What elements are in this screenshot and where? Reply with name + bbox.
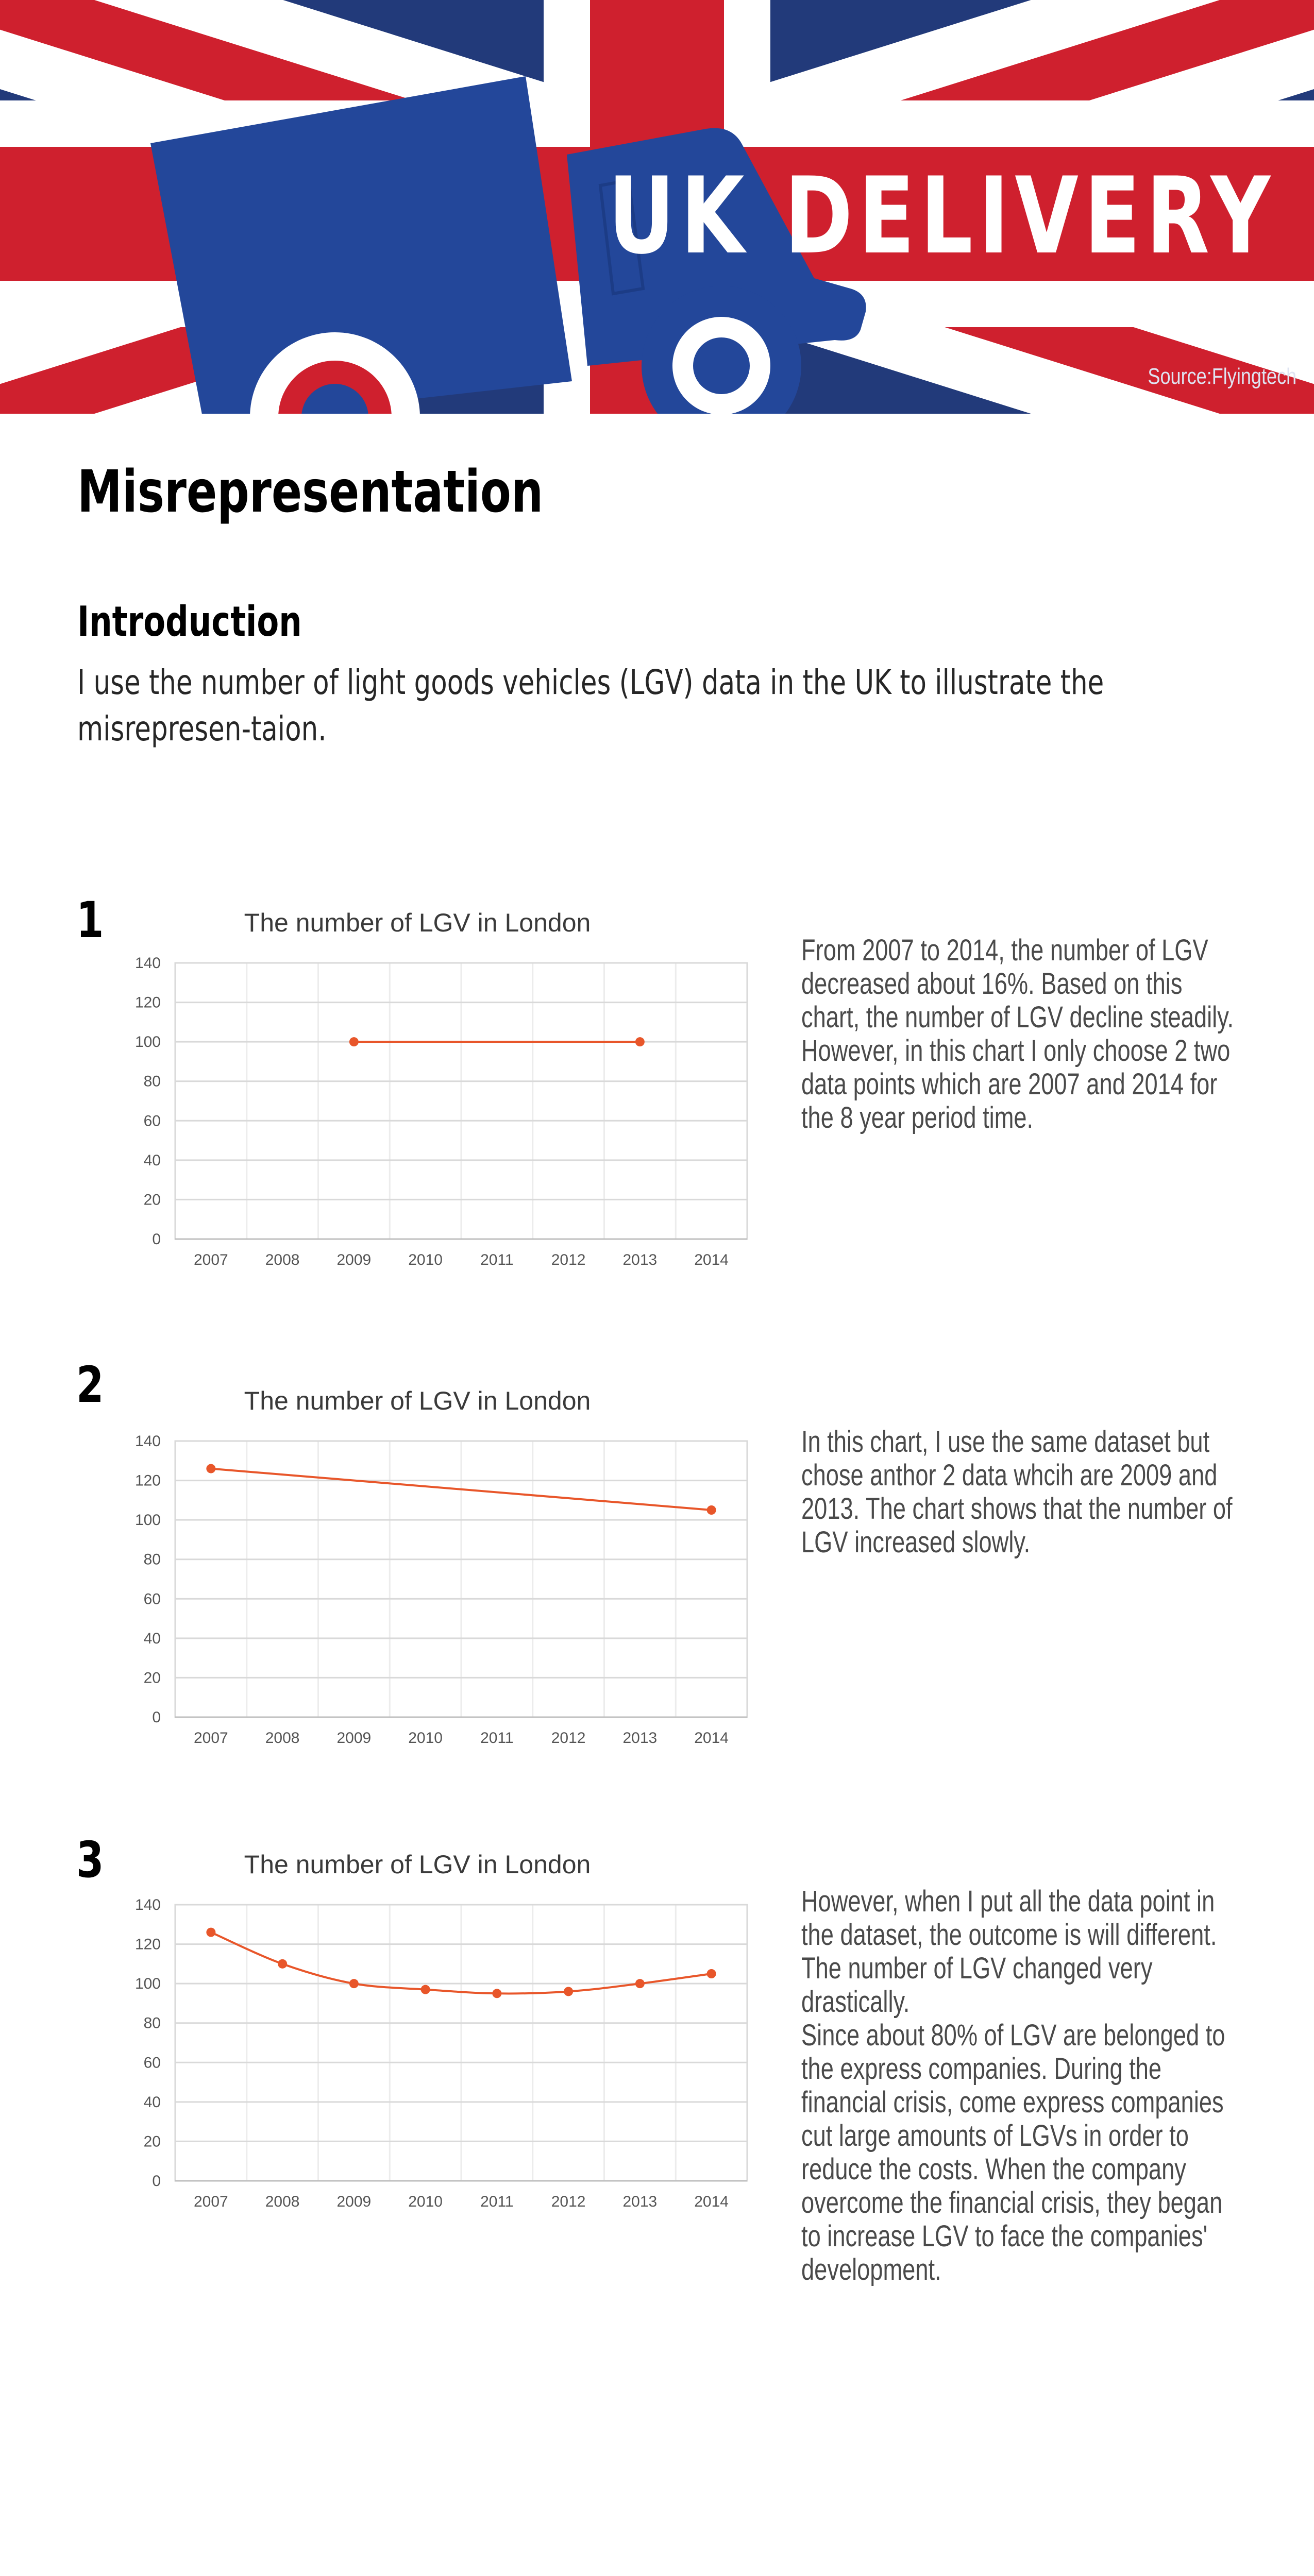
data-point bbox=[564, 1987, 574, 1996]
data-point bbox=[706, 1969, 716, 1978]
y-tick-label: 60 bbox=[144, 1590, 161, 1607]
data-point bbox=[706, 1505, 716, 1515]
y-tick-label: 40 bbox=[144, 1152, 161, 1169]
y-tick-label: 80 bbox=[144, 1073, 161, 1090]
y-tick-label: 140 bbox=[135, 955, 161, 972]
y-tick-label: 120 bbox=[135, 1472, 161, 1489]
y-tick-label: 120 bbox=[135, 1936, 161, 1953]
y-tick-label: 40 bbox=[144, 1630, 161, 1647]
section-1-paragraph-2: However, in this chart I only choose 2 t… bbox=[801, 1034, 1231, 1134]
series-line bbox=[211, 1467, 712, 1511]
y-tick-label: 40 bbox=[144, 2094, 161, 2111]
x-tick-label: 2011 bbox=[480, 1730, 514, 1747]
y-tick-label: 80 bbox=[144, 1551, 161, 1568]
x-tick-label: 2012 bbox=[551, 2193, 586, 2210]
data-point bbox=[206, 1464, 216, 1473]
data-point bbox=[206, 1927, 216, 1937]
chart-2-title: The number of LGV in London bbox=[244, 1386, 591, 1415]
section-2-description: In this chart, I use the same dataset bu… bbox=[801, 1425, 1243, 1559]
union-flag-graphic bbox=[0, 0, 1314, 414]
section-3-paragraph-1: However, when I put all the data point i… bbox=[801, 1885, 1217, 2019]
y-tick-label: 0 bbox=[152, 1709, 161, 1726]
data-point bbox=[420, 1985, 430, 1994]
x-tick-label: 2007 bbox=[194, 1730, 228, 1747]
section-number-3: 3 bbox=[76, 1831, 104, 1889]
data-point bbox=[278, 1959, 288, 1969]
introduction-heading: Introduction bbox=[77, 598, 302, 646]
y-tick-label: 100 bbox=[135, 1512, 161, 1529]
chart-3-line-chart: 0 20 40 60 80 100 120 140 2007 2008 2009 2010 2011 20… bbox=[135, 1896, 748, 2210]
y-tick-label: 20 bbox=[144, 1191, 161, 1208]
data-point bbox=[349, 1037, 359, 1047]
section-number-1: 1 bbox=[76, 891, 104, 949]
y-tick-label: 140 bbox=[135, 1433, 161, 1450]
x-tick-label: 2007 bbox=[194, 2193, 228, 2210]
x-tick-label: 2010 bbox=[408, 2193, 443, 2210]
page-title: Misrepresentation bbox=[77, 459, 544, 526]
chart-1-title: The number of LGV in London bbox=[244, 908, 591, 937]
x-tick-label: 2012 bbox=[551, 1730, 586, 1747]
x-tick-label: 2013 bbox=[623, 1730, 658, 1747]
section-2-paragraph-1: In this chart, I use the same dataset bu… bbox=[801, 1425, 1233, 1559]
banner-title: UK DELIVERY bbox=[608, 155, 1276, 278]
y-tick-label: 20 bbox=[144, 1669, 161, 1686]
y-tick-label: 100 bbox=[135, 1033, 161, 1050]
x-tick-label: 2014 bbox=[694, 1251, 729, 1268]
x-tick-label: 2014 bbox=[694, 2193, 729, 2210]
chart-1-line-chart: 0 20 40 60 80 100 120 140 2007 2008 2009 2010 2011 20… bbox=[135, 955, 748, 1268]
y-tick-label: 20 bbox=[144, 2133, 161, 2150]
y-tick-label: 0 bbox=[152, 1231, 161, 1248]
x-tick-label: 2008 bbox=[265, 2193, 300, 2210]
section-1-description: From 2007 to 2014, the number of LGV dec… bbox=[801, 934, 1243, 1134]
data-point bbox=[349, 1979, 359, 1989]
y-tick-label: 0 bbox=[152, 2173, 161, 2190]
x-tick-label: 2008 bbox=[265, 1251, 300, 1268]
section-1-paragraph-1: From 2007 to 2014, the number of LGV dec… bbox=[801, 934, 1234, 1034]
y-tick-label: 100 bbox=[135, 1975, 161, 1992]
section-number-2: 2 bbox=[76, 1356, 104, 1414]
x-tick-label: 2009 bbox=[337, 1251, 372, 1268]
y-tick-label: 60 bbox=[144, 1112, 161, 1129]
chart-3-title: The number of LGV in London bbox=[244, 1850, 591, 1879]
x-tick-label: 2013 bbox=[623, 2193, 658, 2210]
y-tick-label: 80 bbox=[144, 2015, 161, 2032]
header-banner: UK DELIVERY Source:Flyingtech bbox=[0, 0, 1314, 414]
image-source-credit: Source:Flyingtech bbox=[1148, 364, 1296, 389]
y-tick-label: 120 bbox=[135, 994, 161, 1011]
x-tick-label: 2013 bbox=[623, 1251, 658, 1268]
chart-2-line-chart: 0 20 40 60 80 100 120 140 2007 2008 2009 2010 2011 20… bbox=[135, 1433, 748, 1747]
y-tick-label: 60 bbox=[144, 2054, 161, 2071]
x-tick-label: 2009 bbox=[337, 1730, 372, 1747]
x-tick-label: 2010 bbox=[408, 1730, 443, 1747]
data-point bbox=[492, 1989, 502, 1998]
section-3-paragraph-2: Since about 80% of LGV are belonged to t… bbox=[801, 2019, 1225, 2286]
x-tick-label: 2011 bbox=[480, 2193, 514, 2210]
x-tick-label: 2011 bbox=[480, 1251, 514, 1268]
data-point bbox=[635, 1979, 645, 1989]
x-tick-label: 2008 bbox=[265, 1730, 300, 1747]
section-3-description: However, when I put all the data point i… bbox=[801, 1885, 1243, 2286]
truck-illustration bbox=[150, 76, 866, 414]
x-tick-label: 2012 bbox=[551, 1251, 586, 1268]
x-tick-label: 2007 bbox=[194, 1251, 228, 1268]
y-tick-label: 140 bbox=[135, 1896, 161, 1913]
x-tick-label: 2009 bbox=[337, 2193, 372, 2210]
data-point bbox=[635, 1037, 645, 1047]
x-tick-label: 2014 bbox=[694, 1730, 729, 1747]
introduction-text: I use the number of light goods vehicles… bbox=[77, 663, 1104, 749]
x-tick-label: 2010 bbox=[408, 1251, 443, 1268]
